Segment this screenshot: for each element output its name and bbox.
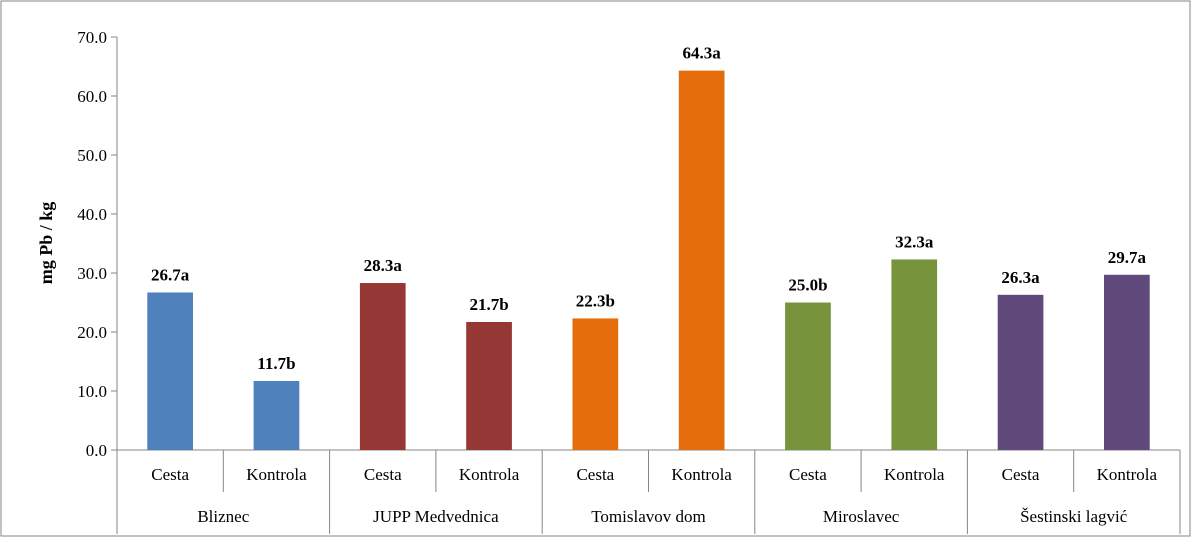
y-tick-label: 50.0 xyxy=(77,146,107,165)
data-label: 21.7b xyxy=(469,295,508,314)
category-label: Kontrola xyxy=(671,465,732,484)
y-tick-label: 0.0 xyxy=(86,441,107,460)
group-label: Bliznec xyxy=(197,507,249,526)
data-label: 32.3a xyxy=(895,232,934,251)
bar xyxy=(891,259,938,450)
category-label: Cesta xyxy=(364,465,402,484)
data-label: 26.7a xyxy=(151,265,190,284)
data-label: 64.3a xyxy=(683,44,722,63)
group-label: Šestinski lagvić xyxy=(1020,507,1128,526)
category-label: Kontrola xyxy=(1097,465,1158,484)
y-tick-label: 70.0 xyxy=(77,28,107,47)
data-label: 29.7a xyxy=(1108,248,1147,267)
bar xyxy=(466,321,512,450)
y-axis-title: mg Pb / kg xyxy=(36,202,56,285)
bar xyxy=(1103,274,1150,450)
bar xyxy=(147,292,194,450)
category-label: Cesta xyxy=(576,465,614,484)
bar xyxy=(785,302,831,450)
bar xyxy=(678,70,725,450)
category-label: Kontrola xyxy=(246,465,307,484)
bar xyxy=(253,380,300,450)
data-label: 22.3b xyxy=(576,291,615,310)
y-tick-label: 40.0 xyxy=(77,205,107,224)
bar xyxy=(572,318,619,450)
data-label: 26.3a xyxy=(1001,268,1040,287)
data-label: 25.0b xyxy=(788,276,827,295)
data-label: 11.7b xyxy=(257,354,295,373)
bar xyxy=(359,283,406,450)
group-label: Tomislavov dom xyxy=(591,507,706,526)
group-label: Miroslavec xyxy=(823,507,900,526)
bar xyxy=(997,294,1044,450)
y-tick-label: 60.0 xyxy=(77,87,107,106)
data-label: 28.3a xyxy=(364,256,403,275)
category-label: Cesta xyxy=(1002,465,1040,484)
group-label: JUPP Medvednica xyxy=(373,507,499,526)
category-label: Kontrola xyxy=(884,465,945,484)
y-tick-label: 10.0 xyxy=(77,382,107,401)
category-label: Cesta xyxy=(789,465,827,484)
category-label: Cesta xyxy=(151,465,189,484)
category-label: Kontrola xyxy=(459,465,520,484)
y-tick-label: 30.0 xyxy=(77,264,107,283)
y-tick-label: 20.0 xyxy=(77,323,107,342)
